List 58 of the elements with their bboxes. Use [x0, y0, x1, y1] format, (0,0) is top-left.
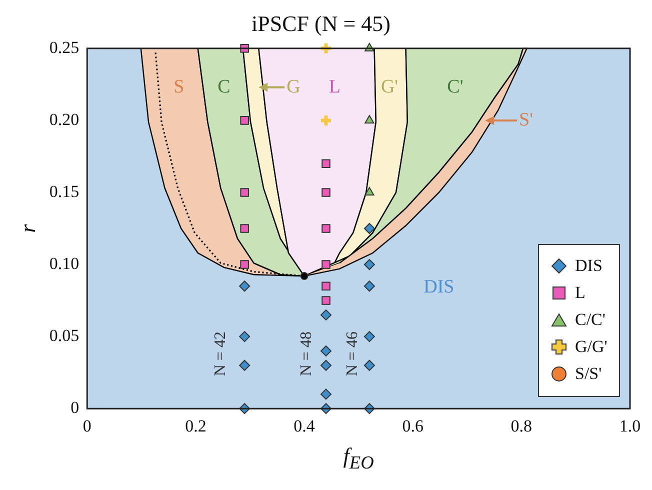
y-tick-label: 0.20	[49, 110, 80, 129]
point	[364, 223, 375, 234]
annotation: S	[174, 76, 184, 98]
point	[322, 296, 330, 305]
point	[240, 116, 249, 125]
x-tick-label: 0.4	[294, 416, 316, 436]
annotation: N = 48	[298, 332, 316, 376]
x-tick-label: 0	[82, 416, 92, 436]
x-axis-title: f$_{EO}$	[343, 442, 374, 473]
y-tick-label: 0.15	[49, 182, 80, 201]
annotation: L	[328, 76, 340, 98]
point	[364, 259, 375, 270]
annotation: C'	[447, 76, 464, 98]
x-tick-label: 1.0	[619, 416, 641, 436]
point	[364, 360, 375, 371]
point	[300, 272, 308, 280]
point	[239, 360, 250, 371]
annotation: S'	[519, 109, 534, 130]
point	[239, 331, 250, 342]
y-axis-title: r	[14, 224, 40, 233]
y-tick-label: 0.25	[49, 38, 80, 57]
legend-label: G/G'	[575, 337, 608, 358]
point	[322, 188, 330, 197]
point	[320, 345, 332, 356]
point	[322, 282, 330, 291]
annotation: C	[218, 76, 230, 98]
chart-title: iPSCF (N = 45)	[252, 10, 390, 36]
y-tick-label: 0.10	[49, 254, 80, 273]
point	[239, 280, 250, 292]
point	[364, 114, 374, 124]
point	[319, 42, 333, 56]
point	[322, 224, 330, 233]
legend-label: DIS	[575, 256, 602, 276]
point	[320, 388, 332, 400]
x-tick-label: 0.8	[510, 416, 532, 436]
point	[319, 114, 333, 128]
point	[322, 159, 330, 168]
point	[240, 188, 249, 197]
point	[364, 280, 375, 292]
annotation: G'	[380, 76, 398, 98]
x-tick-label: 0.6	[402, 416, 424, 436]
point	[320, 309, 332, 320]
point	[364, 186, 374, 196]
legend-label: L	[575, 283, 586, 304]
point	[240, 224, 249, 233]
y-tick-label: 0.05	[49, 326, 80, 346]
point	[364, 331, 375, 342]
y-tick-label: 0	[70, 398, 80, 418]
legend-label: C/C'	[575, 310, 606, 330]
annotation: N = 42	[212, 332, 229, 376]
point	[320, 360, 332, 371]
legend-label: S/S'	[575, 364, 602, 384]
point	[322, 260, 330, 269]
annotation: G	[286, 76, 301, 98]
annotation: DIS	[424, 276, 454, 298]
x-tick-label: 0.2	[185, 416, 206, 436]
annotation: N = 46	[344, 332, 361, 376]
point	[240, 260, 249, 269]
